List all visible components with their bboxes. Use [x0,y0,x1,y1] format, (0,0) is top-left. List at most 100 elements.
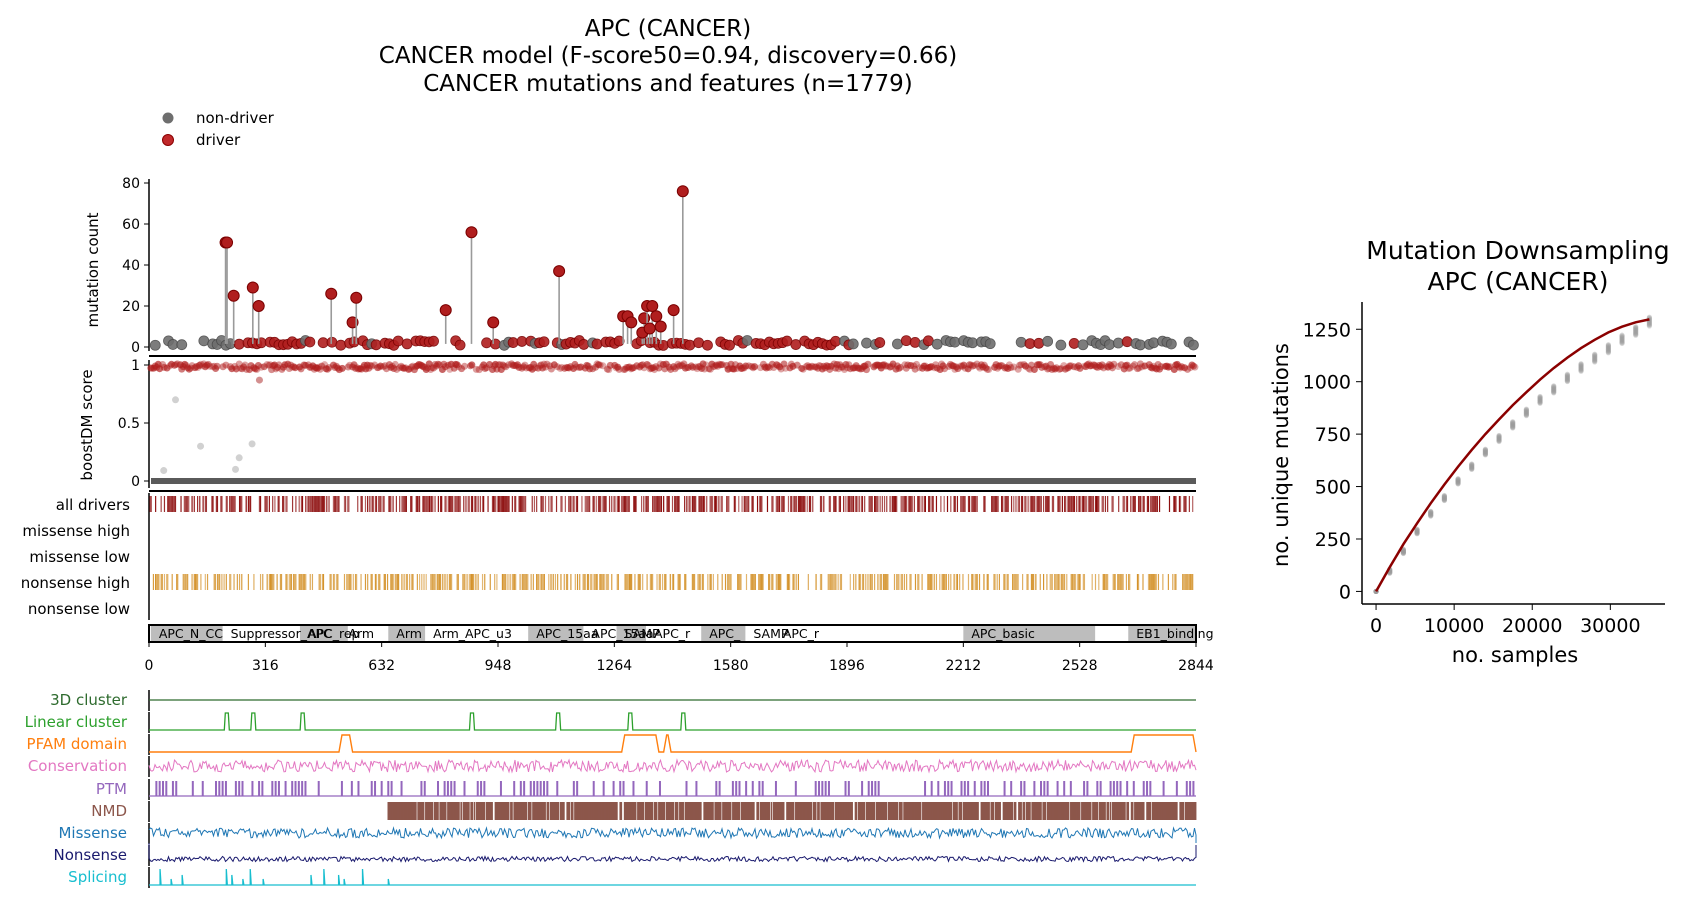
downsampling-sample-point [1564,376,1570,382]
downsampling-sample-point [1510,423,1516,429]
driver-peak-point [625,316,638,329]
domain-label: APC_15aa [536,626,598,641]
legend-label-driver: driver [196,131,241,149]
downsampling-sample-point [1633,326,1639,332]
boostdm-driver-point [368,362,376,370]
downsampling-sample-point [1578,362,1584,368]
downsampling-sample-point [1564,371,1570,377]
downsampling-sample-point [1510,422,1516,428]
feature-tracks: 3D cluster Linear cluster PFAM domain Conse… [25,690,1197,888]
boostdm-driver-point [745,362,753,370]
feature-label: Splicing [68,868,127,886]
downsampling-sample-point [1523,407,1529,413]
domain-label: Suppressor_APC [231,626,332,641]
needle-ytick-label: 20 [122,299,140,315]
downsampling-sample-point [1537,398,1543,404]
downsampling-sample-point [1400,549,1406,555]
downsampling-sample-point [1400,547,1406,554]
non-driver-point [1055,339,1067,351]
domain-label: Arm [348,626,374,641]
boostdm-driver-point [539,364,547,372]
downsampling-sample-point [1428,512,1434,518]
downsampling-ytick-label: 1250 [1303,319,1351,341]
downsampling-sample-point [1414,529,1420,535]
domain-label: APC_15aa [591,626,653,641]
feature-linear-cluster [149,712,1196,731]
downsampling-sample-point [1633,324,1639,331]
driver-peak-point [487,316,500,329]
boostdm-outlier-point [160,467,168,475]
non-driver-point [861,337,872,349]
driver-peak-point [676,185,689,198]
boostdm-driver-point [553,363,561,371]
downsampling-sample-point [1496,432,1502,439]
non-driver-point [1077,339,1089,351]
downsampling-sample-point [1578,361,1584,367]
downsampling-sample-point [1564,372,1570,378]
driver-point [538,336,550,348]
downsampling-sample-point [1428,510,1434,516]
downsampling-sample-point [1469,464,1475,471]
boostdm-driver-point [241,361,249,369]
downsampling-sample-point [1469,463,1475,470]
downsampling-sample-point [1523,408,1529,415]
driver-point [874,337,886,348]
boostdm-ylabel: boostDM score [78,369,96,480]
downsampling-sample-point [1455,478,1461,484]
driver-peak-point [643,322,656,335]
downsampling-sample-point [1564,372,1570,379]
downsampling-sample-point [1592,355,1598,361]
downsampling-sample-point [1592,359,1598,365]
downsampling-sample-point [1428,511,1434,517]
domain-label: EB1_binding [1136,626,1213,641]
boostdm-driver-point [365,364,373,372]
boostdm-driver-point [254,361,262,369]
boostdm-driver-point [185,365,193,373]
boostdm-driver-point [967,361,975,369]
downsampling-sample-point [1428,512,1434,518]
boostdm-driver-point [260,363,268,371]
boostdm-driver-point [170,361,178,369]
driver-peak-point [646,300,659,312]
domain-block [150,625,223,642]
driver-point [657,339,669,351]
boostdm-driver-point [1164,363,1172,371]
downsampling-sample-point [1400,548,1406,554]
feature-missense [148,826,1197,843]
downsampling-sample-point [1592,356,1598,362]
driver-peak-point [667,304,680,317]
driver-point [693,337,705,349]
boostdm-driver-point [405,365,413,373]
driver-peak-point [350,291,363,304]
downsampling-sample-point [1523,410,1529,416]
downsampling-sample-point [1482,451,1488,458]
driver-point [335,339,347,351]
downsampling-sample-point [1482,449,1488,455]
boostdm-driver-point [434,360,442,368]
driver-point [724,339,735,351]
boostdm-driver-point [1189,362,1197,370]
downsampling-sample-point [1551,390,1557,396]
downsampling-sample-point [1428,511,1434,517]
boostdm-driver-point [519,363,527,371]
domain-label: Arm_APC_u3 [433,626,512,641]
protein-xtick-label: 632 [368,658,395,674]
downsampling-sample-point [1619,336,1625,342]
downsampling-sample-point [1510,420,1516,426]
downsampling-sample-point [1400,550,1406,556]
track-label: nonsense low [28,600,130,618]
downsampling-sample-point [1537,395,1543,401]
driver-peak-point [227,289,240,302]
boostdm-driver-point [460,362,468,370]
downsampling-sample-point [1523,411,1529,417]
downsampling-sample-point [1400,550,1406,556]
driver-point [578,339,590,350]
downsampling-sample-point [1414,527,1420,533]
boostdm-driver-point [1007,364,1015,372]
downsampling-sample-point [1551,385,1557,392]
boostdm-driver-point [1181,364,1189,372]
feature-label: NMD [91,802,127,820]
boostdm-driver-point [780,360,788,368]
downsampling-sample-point [1523,406,1529,412]
driver-peak-point [221,236,234,249]
